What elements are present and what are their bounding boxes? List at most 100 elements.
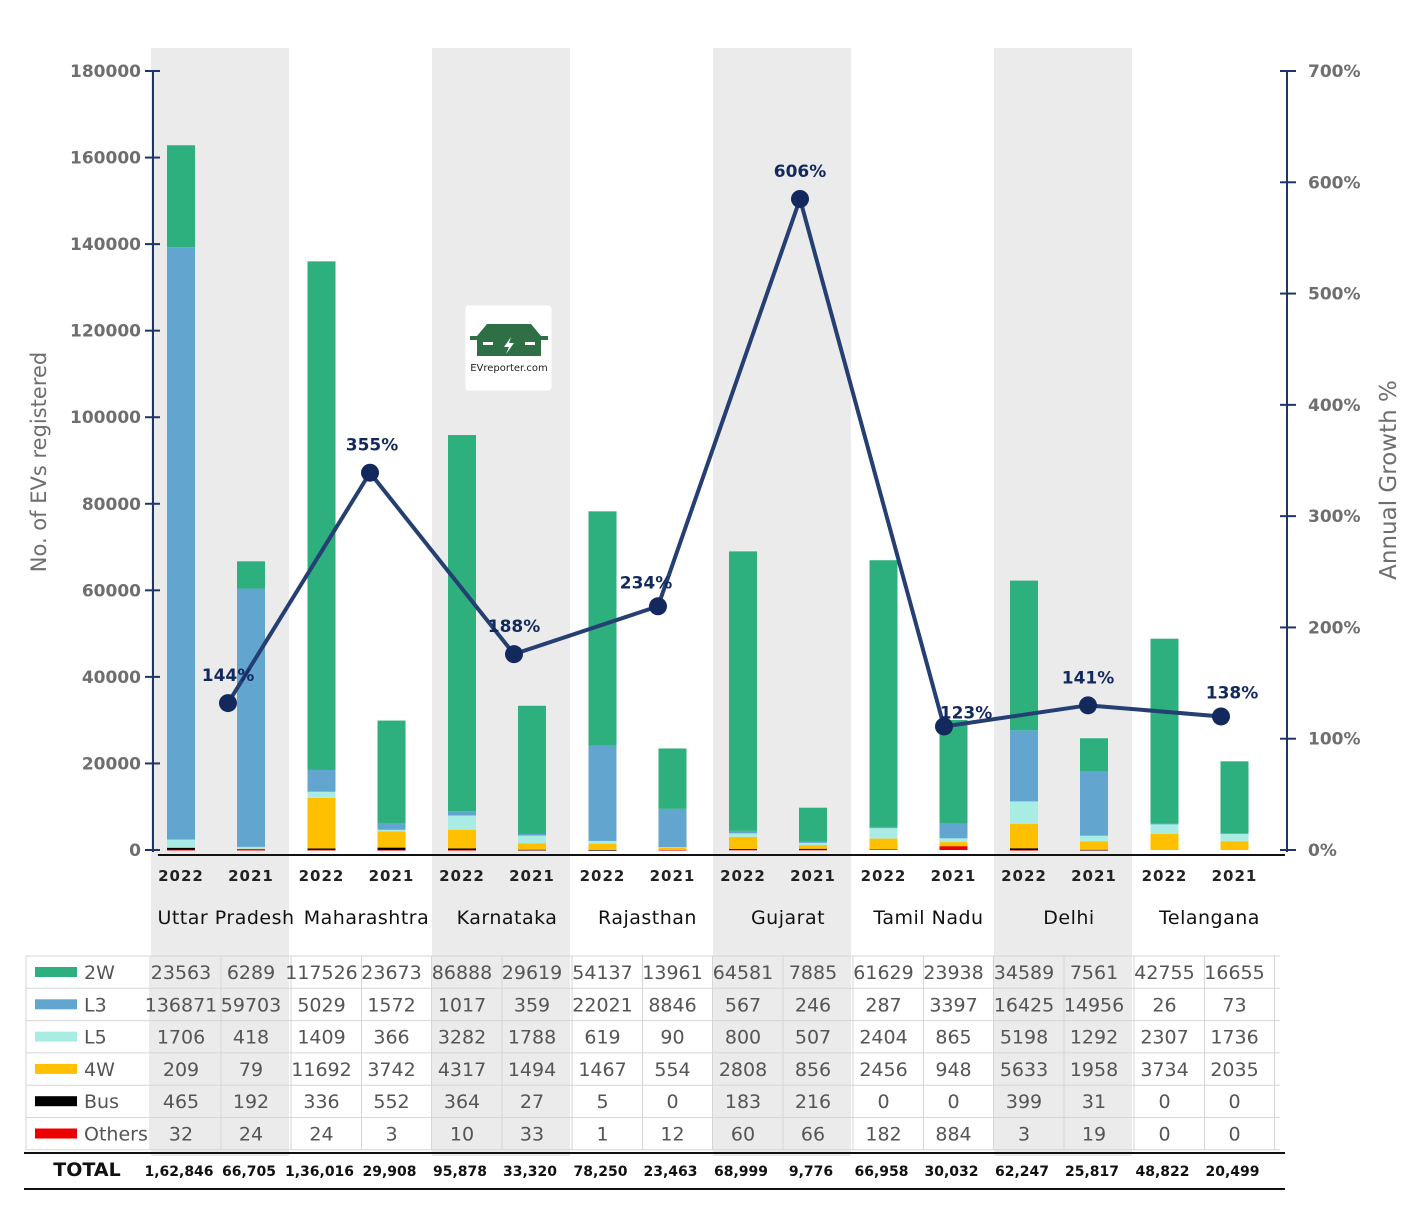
table-cell: 1409 [297,1027,345,1049]
table-cell: 34589 [994,962,1054,984]
bar-segment-2w [1010,580,1038,731]
bar-segment-l3 [237,588,265,847]
growth-point [361,463,379,482]
bar-segment-bus [377,847,406,850]
table-cell: 5198 [1000,1027,1048,1049]
table-cell: 884 [935,1124,971,1146]
year-label: 2021 [509,867,555,885]
right-tick-label: 500% [1308,285,1361,305]
table-cell: 287 [865,994,901,1016]
bar-segment-others [1010,849,1038,851]
data-table: 2W 23563 6289 117526 23673 86888 29619 54137 139… [24,955,1285,1190]
bar-segment-bus [799,848,827,850]
table-cell: 4317 [438,1059,486,1081]
table-cell: 5 [596,1091,608,1113]
bar-segment-bus [448,848,476,850]
year-label: 2022 [1001,867,1047,885]
state-background-bands [151,48,1132,1156]
bar-segment-2w [939,720,968,824]
table-cell: 1958 [1070,1059,1118,1081]
bar-segment-4w [729,836,757,849]
bar-segment-l5 [799,842,827,846]
bar-segment-l5 [939,838,968,843]
bar-segment-4w [377,831,406,848]
total-cell: 33,320 [503,1164,557,1180]
table-cell: 24 [309,1124,333,1146]
legend-label: Bus [84,1091,119,1113]
bar-segment-4w [518,843,546,850]
table-cell: 14956 [1064,994,1124,1016]
table-cell: 86888 [432,962,492,984]
table-cell: 800 [725,1027,761,1049]
table-cell: 42755 [1134,962,1194,984]
table-cell: 366 [373,1027,409,1049]
bar-segment-2w [729,551,757,831]
total-cell: 20,499 [1205,1164,1259,1180]
bar-segment-l5 [658,847,687,848]
total-cell: 66,958 [854,1164,908,1180]
legend-label: L3 [84,994,107,1016]
legend-swatch-l3 [35,999,77,1010]
table-cell: 1736 [1210,1027,1258,1049]
bar-segment-others [729,849,757,851]
state-label: Karnataka [457,907,558,929]
bar-segment-l5 [1080,835,1108,842]
bar-segment-l5 [237,846,265,849]
bar-segment-2w [377,720,406,824]
legend-swatch-l5 [35,1031,77,1042]
left-tick-label: 20000 [82,754,141,774]
table-cell: 3742 [367,1059,415,1081]
state-label: Tamil Nadu [872,907,983,929]
table-cell: 23938 [923,962,983,984]
table-cell: 567 [725,994,761,1016]
table-cell: 182 [865,1124,901,1146]
bar-segment-l5 [1220,833,1249,842]
legend-label: 4W [84,1059,115,1081]
left-tick-label: 100000 [70,408,141,428]
year-label: 2022 [439,867,485,885]
table-cell: 24 [239,1124,263,1146]
bar-segment-4w [658,847,687,850]
growth-point [219,694,237,713]
table-cell: 73 [1222,994,1246,1016]
table-cell: 23563 [151,962,211,984]
bar-segment-4w [307,797,336,849]
legend-label: 2W [84,962,115,984]
bar-segment-l3 [167,247,195,840]
year-label: 2021 [790,867,836,885]
left-tick-label: 180000 [70,62,141,82]
bar-segment-l5 [729,833,757,837]
bar-segment-4w [237,848,265,850]
legend-swatch-2w [35,967,77,977]
legend-swatch-4w [35,1063,77,1074]
table-cell: 10 [450,1124,474,1146]
table-cell: 1494 [508,1059,556,1081]
bar-segment-l3 [729,830,757,834]
bar-segment-l3 [518,833,546,836]
growth-label: 234% [620,573,673,593]
table-cell: 0 [666,1091,678,1113]
year-label: 2021 [931,867,977,885]
table-cell: 359 [514,994,550,1016]
total-cell: 95,878 [433,1164,487,1180]
year-label: 2022 [299,867,345,885]
bar-segment-4w [1150,833,1179,850]
table-cell: 117526 [285,962,358,984]
year-label: 2022 [580,867,626,885]
bar-segment-l3 [1220,833,1249,834]
bar-segment-l3 [658,808,687,848]
bar-segment-2w [307,261,336,770]
bar-segment-2w [518,705,546,834]
bar-segment-2w [1150,638,1179,824]
x-axis-labels: 2022 2021 2022 2021 2022 2021 2022 2021 2022 2021… [157,867,1259,929]
year-label: 2021 [1071,867,1117,885]
year-label: 2021 [228,867,274,885]
table-cell: 216 [795,1091,831,1113]
bar-segment-4w [1220,841,1249,850]
year-label: 2021 [650,867,696,885]
table-cell: 0 [1228,1124,1240,1146]
table-cell: 0 [1158,1091,1170,1113]
table-cell: 32 [169,1124,193,1146]
bar-segment-4w [1010,823,1038,849]
state-label: Gujarat [751,907,825,929]
